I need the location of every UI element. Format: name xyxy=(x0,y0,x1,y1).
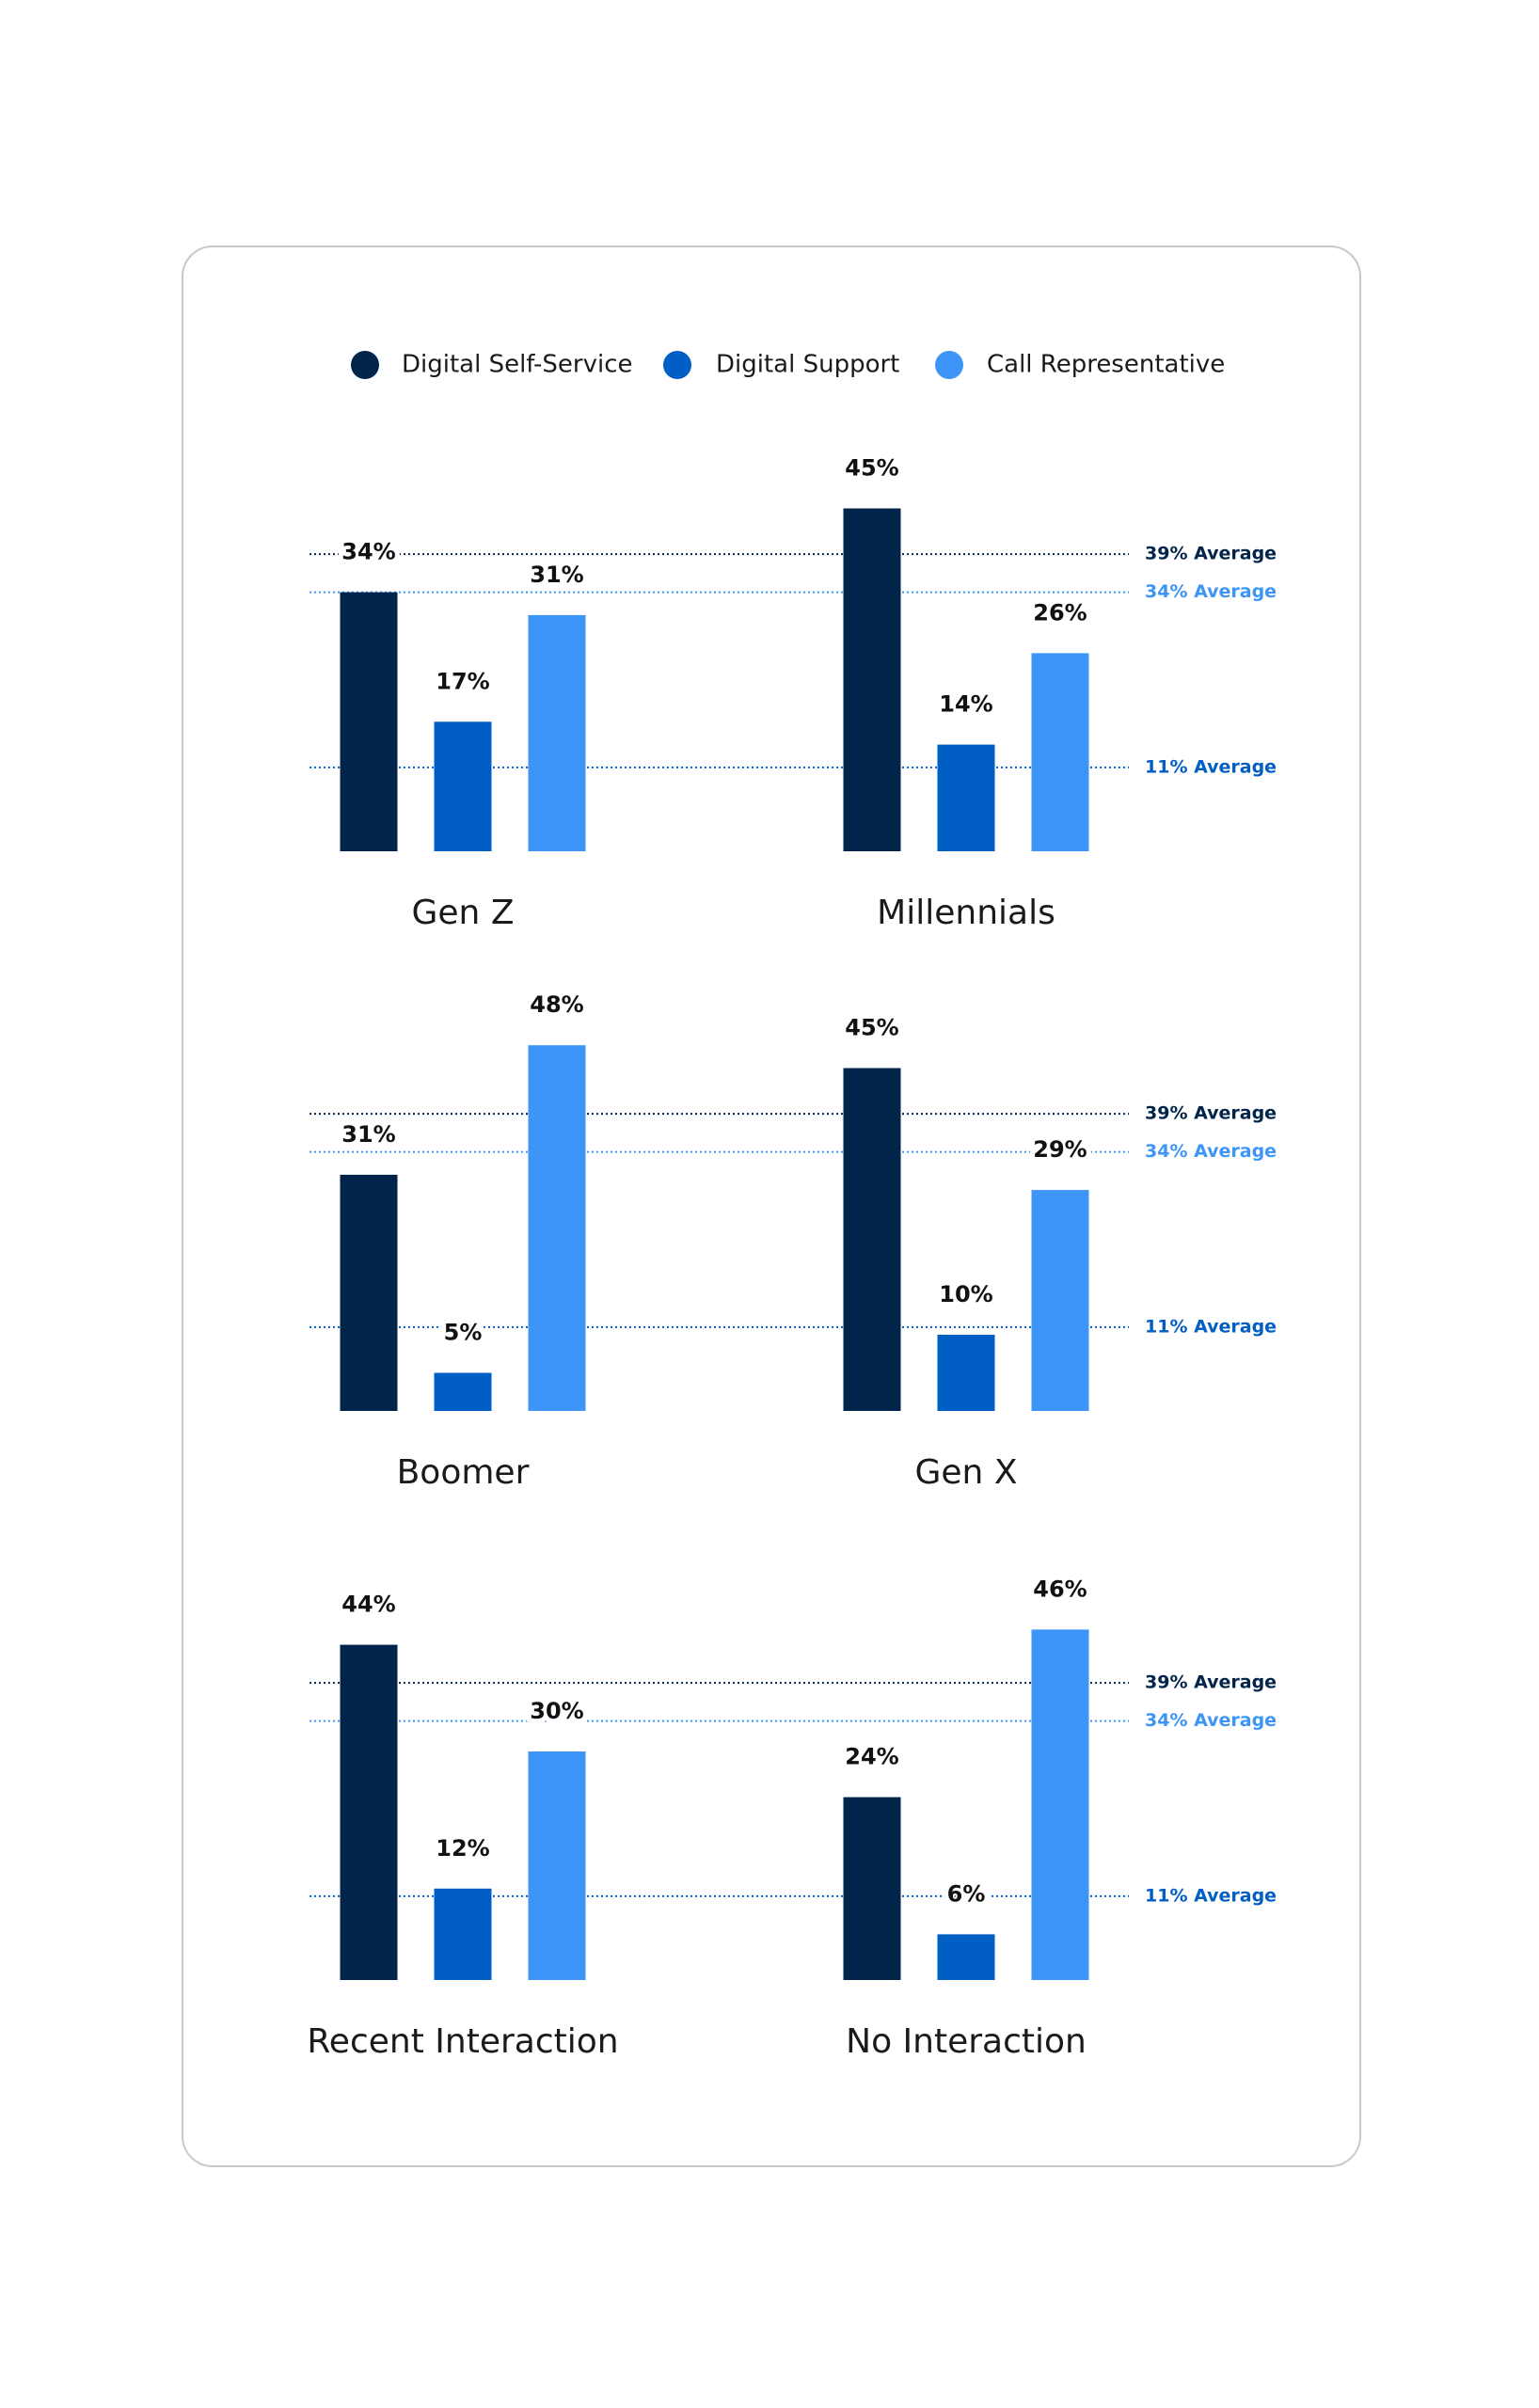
legend-label: Call Representative xyxy=(987,351,1225,379)
value-label: 5% xyxy=(444,1320,483,1346)
value-label: 6% xyxy=(947,1880,986,1907)
bar xyxy=(937,1335,995,1411)
average-label: 11% Average xyxy=(1145,1885,1277,1906)
average-label: 39% Average xyxy=(1145,1672,1277,1693)
average-label: 34% Average xyxy=(1145,581,1277,602)
average-label: 11% Average xyxy=(1145,1316,1277,1337)
bar xyxy=(528,614,586,851)
average-label: 34% Average xyxy=(1145,1710,1277,1731)
bar xyxy=(843,1068,901,1411)
bar xyxy=(843,1797,901,1980)
value-label: 30% xyxy=(530,1698,583,1724)
value-label: 10% xyxy=(939,1281,992,1307)
bar xyxy=(937,744,995,851)
bar xyxy=(340,592,398,851)
value-label: 45% xyxy=(845,455,898,482)
category-label: No Interaction xyxy=(846,2022,1087,2061)
bar xyxy=(528,1045,586,1411)
bar xyxy=(434,1372,492,1411)
value-label: 24% xyxy=(845,1744,898,1770)
value-label: 14% xyxy=(939,691,992,718)
bar xyxy=(843,508,901,851)
legend-swatch xyxy=(935,351,963,379)
bar xyxy=(340,1644,398,1980)
legend-label: Digital Support xyxy=(716,351,899,379)
average-label: 34% Average xyxy=(1145,1141,1277,1162)
bar xyxy=(434,1888,492,1980)
category-label: Gen Z xyxy=(412,894,515,932)
bar xyxy=(1031,653,1089,851)
value-label: 29% xyxy=(1033,1136,1087,1163)
value-label: 44% xyxy=(341,1592,395,1618)
bar xyxy=(937,1934,995,1980)
category-label: Boomer xyxy=(397,1453,530,1492)
bar xyxy=(340,1174,398,1411)
legend-label: Digital Self-Service xyxy=(402,351,633,379)
value-label: 34% xyxy=(341,539,395,565)
value-label: 26% xyxy=(1033,599,1087,626)
average-label: 39% Average xyxy=(1145,1103,1277,1124)
value-label: 17% xyxy=(436,668,489,694)
value-label: 46% xyxy=(1033,1576,1087,1602)
value-label: 45% xyxy=(845,1015,898,1041)
average-label: 39% Average xyxy=(1145,544,1277,564)
legend-swatch xyxy=(663,351,691,379)
bar xyxy=(528,1751,586,1980)
value-label: 31% xyxy=(530,562,583,588)
category-label: Millennials xyxy=(877,894,1055,932)
category-label: Recent Interaction xyxy=(307,2022,618,2061)
bar xyxy=(1031,1190,1089,1411)
bar xyxy=(1031,1629,1089,1980)
value-label: 48% xyxy=(530,991,583,1018)
category-label: Gen X xyxy=(915,1453,1018,1492)
bar xyxy=(434,721,492,851)
value-label: 31% xyxy=(341,1121,395,1148)
value-label: 12% xyxy=(436,1835,489,1861)
average-label: 11% Average xyxy=(1145,756,1277,777)
legend-swatch xyxy=(351,351,379,379)
